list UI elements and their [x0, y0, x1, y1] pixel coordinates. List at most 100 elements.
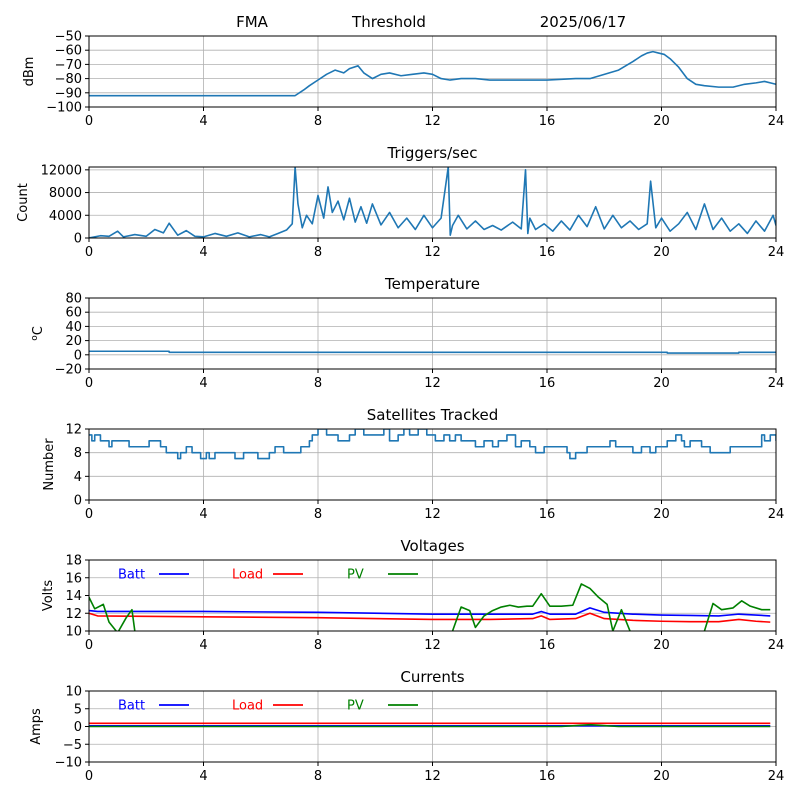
y-axis-label: oC: [30, 326, 46, 341]
x-tick-label: 0: [85, 638, 93, 653]
x-tick-label: 4: [199, 245, 207, 260]
x-tick-label: 16: [539, 769, 556, 784]
title-part-1: Threshold: [351, 13, 426, 31]
x-tick-label: 20: [653, 376, 670, 391]
x-tick-label: 16: [539, 245, 556, 260]
y-tick-label: −5: [63, 738, 82, 753]
y-tick-label: −20: [55, 363, 82, 378]
y-tick-label: 18: [65, 554, 82, 569]
x-tick-label: 8: [314, 376, 322, 391]
y-tick-label: 80: [65, 292, 82, 307]
y-tick-label: 40: [65, 320, 82, 335]
y-label-o: o: [30, 335, 40, 341]
x-tick-label: 20: [653, 638, 670, 653]
x-tick-label: 0: [85, 245, 93, 260]
y-tick-label: 10: [65, 625, 82, 640]
y-tick-label: 8: [74, 446, 82, 461]
x-tick-label: 12: [424, 376, 441, 391]
y-tick-label: 8000: [49, 186, 82, 201]
x-tick-label: 24: [768, 507, 785, 522]
series-line-0: [89, 50, 776, 97]
x-tick-label: 12: [424, 769, 441, 784]
x-tick-label: 8: [314, 769, 322, 784]
chart-panel-5: 0 4 8 12 16 20 24 −10 −5 0 5 10 Currents Amps Batt Load…: [29, 668, 784, 784]
y-tick-label: 0: [74, 348, 82, 363]
chart-title: Temperature: [384, 275, 480, 293]
x-tick-label: 16: [539, 114, 556, 129]
x-tick-label: 24: [768, 638, 785, 653]
legend-label-batt: Batt: [118, 699, 145, 714]
series-line-0: [89, 350, 776, 354]
x-tick-label: 8: [314, 245, 322, 260]
y-tick-label: 4000: [49, 209, 82, 224]
chart-title: Voltages: [400, 537, 464, 555]
x-tick-label: 0: [85, 114, 93, 129]
legend-label-batt: Batt: [118, 568, 145, 583]
y-tick-label: 10: [65, 685, 82, 700]
y-tick-label: 12: [65, 607, 82, 622]
chart-title: Currents: [400, 668, 464, 686]
x-tick-label: 24: [768, 769, 785, 784]
legend-label-load: Load: [232, 568, 263, 583]
y-tick-label: 0: [74, 494, 82, 509]
y-tick-label: −90: [55, 86, 82, 101]
y-axis-label: Number: [42, 438, 57, 491]
series-line-pv: [89, 583, 771, 631]
y-tick-label: 16: [65, 571, 82, 586]
series-line-0: [89, 429, 776, 460]
y-tick-label: 60: [65, 306, 82, 321]
title-part-0: FMA: [236, 13, 269, 31]
x-tick-label: 8: [314, 507, 322, 522]
y-tick-label: 14: [65, 589, 82, 604]
y-axis-label: Amps: [29, 708, 44, 745]
x-tick-label: 20: [653, 769, 670, 784]
y-tick-label: −100: [46, 101, 82, 116]
x-tick-label: 12: [424, 245, 441, 260]
x-tick-label: 12: [424, 638, 441, 653]
y-label-c: C: [31, 326, 46, 335]
x-tick-label: 24: [768, 376, 785, 391]
chart-panel-3: 0 4 8 12 16 20 24 0 4 8 12 Satellites Tracked Number: [42, 406, 784, 522]
x-tick-label: 16: [539, 376, 556, 391]
x-tick-label: 4: [199, 376, 207, 391]
x-tick-label: 0: [85, 769, 93, 784]
legend-label-pv: PV: [347, 568, 364, 583]
y-tick-label: 20: [65, 334, 82, 349]
x-tick-label: 4: [199, 114, 207, 129]
series-line-pv: [89, 723, 771, 728]
x-tick-label: 0: [85, 507, 93, 522]
y-tick-label: 12: [65, 423, 82, 438]
y-tick-label: 12000: [41, 163, 82, 178]
x-tick-label: 20: [653, 114, 670, 129]
x-tick-label: 8: [314, 114, 322, 129]
y-tick-label: −80: [55, 72, 82, 87]
x-tick-label: 12: [424, 114, 441, 129]
x-tick-label: 8: [314, 638, 322, 653]
y-axis-label: Count: [16, 183, 31, 222]
series-line-load: [89, 612, 771, 623]
y-tick-label: −70: [55, 58, 82, 73]
y-tick-label: 0: [74, 232, 82, 247]
legend-label-load: Load: [232, 699, 263, 714]
legend-label-pv: PV: [347, 699, 364, 714]
x-tick-label: 20: [653, 507, 670, 522]
y-tick-label: 0: [74, 720, 82, 735]
x-tick-label: 4: [199, 638, 207, 653]
x-tick-label: 24: [768, 114, 785, 129]
series-line-0: [89, 167, 776, 238]
x-tick-label: 16: [539, 638, 556, 653]
y-tick-label: −60: [55, 44, 82, 59]
x-tick-label: 0: [85, 376, 93, 391]
x-tick-label: 16: [539, 507, 556, 522]
chart-title: Triggers/sec: [387, 144, 478, 162]
chart-panel-1: 0 4 8 12 16 20 24 0 4000 8000 12000 Triggers/sec Cou…: [16, 144, 784, 260]
chart-panel-0: 0 4 8 12 16 20 24 −100−90−80−70−60−50 FMA Thresho…: [22, 13, 784, 129]
y-tick-label: −10: [55, 756, 82, 771]
chart-panel-4: 0 4 8 12 16 20 24 10 12 14 16 18 Voltages Volts Batt Lo…: [41, 537, 784, 653]
y-tick-label: 5: [74, 702, 82, 717]
y-axis-label: Volts: [41, 580, 56, 612]
x-tick-label: 12: [424, 507, 441, 522]
y-axis-label: dBm: [22, 57, 37, 87]
